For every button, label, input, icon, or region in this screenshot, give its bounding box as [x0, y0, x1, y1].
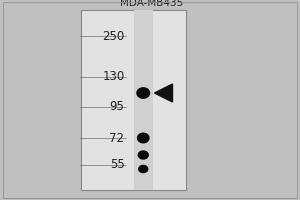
Text: 250: 250	[102, 29, 124, 43]
Ellipse shape	[137, 88, 150, 98]
FancyBboxPatch shape	[81, 10, 186, 190]
Text: MDA-MB435: MDA-MB435	[120, 0, 183, 8]
Ellipse shape	[139, 165, 148, 173]
Text: 72: 72	[110, 132, 124, 144]
Polygon shape	[154, 84, 172, 102]
Text: 130: 130	[102, 71, 124, 84]
Text: 95: 95	[110, 100, 124, 114]
FancyBboxPatch shape	[134, 10, 153, 190]
Ellipse shape	[138, 133, 149, 143]
Text: 55: 55	[110, 158, 124, 171]
Ellipse shape	[138, 151, 148, 159]
